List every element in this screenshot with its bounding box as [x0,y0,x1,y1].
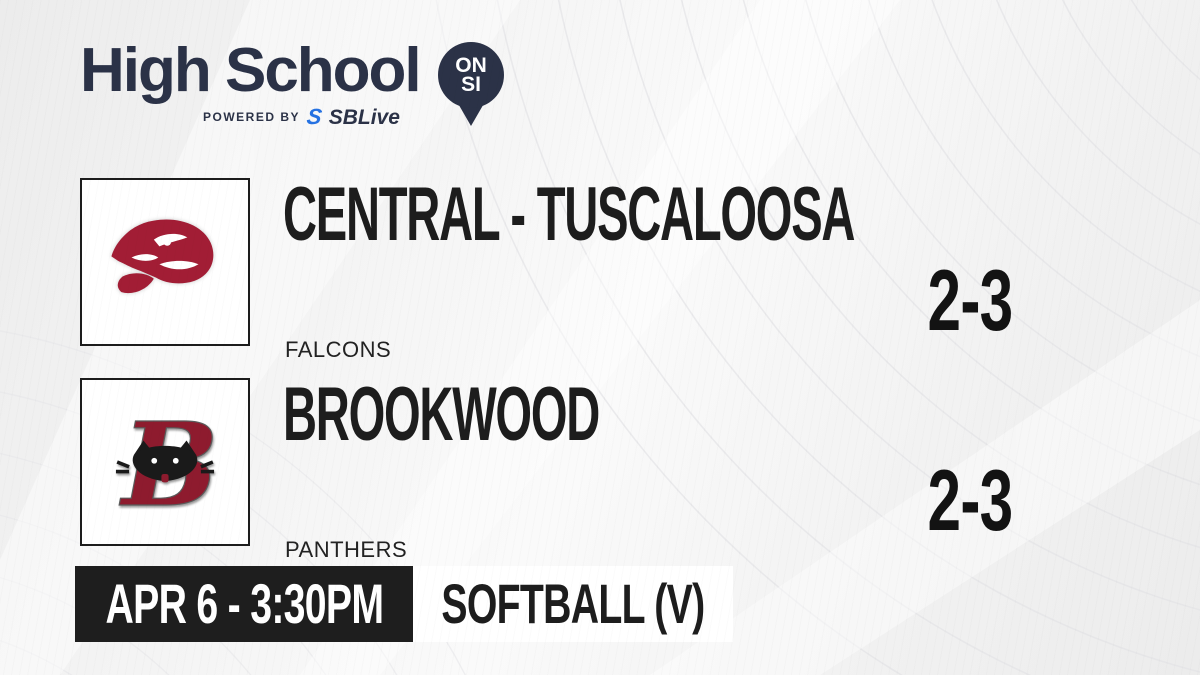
high-school-wordmark: High School [80,36,422,105]
team2-record: 2-3 [927,453,1014,549]
brand-header: High School ON SI POWERED BY S SBLive [80,36,504,129]
sblive-bolt-icon: S [305,104,324,129]
sblive-wordmark: SBLive [328,105,400,129]
powered-by-label: POWERED BY [203,110,301,124]
panther-script-b-icon: B [115,397,220,529]
team1-mascot: FALCONS [285,337,392,362]
pin-text-on: ON [455,53,487,77]
team1-name: CENTRAL - TUSCALOOSA [283,172,855,257]
on-si-pin-logo: ON SI [438,42,506,130]
team2-logo-box: B [80,378,250,546]
team2-mascot: PANTHERS [285,537,408,562]
team1-record: 2-3 [927,253,1014,349]
game-datetime: APR 6 - 3:30PM [105,572,383,635]
powered-by-row: POWERED BY S SBLive [203,104,400,129]
game-datetime-box: APR 6 - 3:30PM [75,566,413,642]
team1-logo-box [80,178,250,346]
falcon-head-icon [111,219,214,294]
pin-text-si: SI [461,73,481,96]
game-event: SOFTBALL (V) [441,572,705,635]
pin-circle: ON SI [438,42,504,108]
team2-name: BROOKWOOD [283,372,600,457]
game-event-box: SOFTBALL (V) [413,566,733,642]
